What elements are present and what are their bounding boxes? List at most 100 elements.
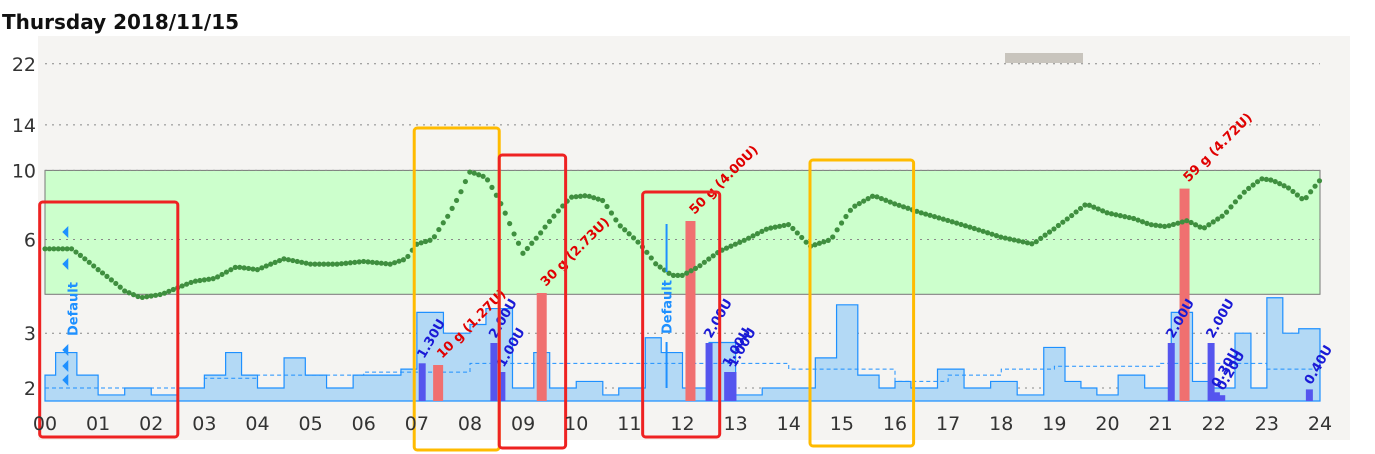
bolus-bar[interactable] bbox=[1305, 389, 1313, 401]
glucose-point bbox=[272, 259, 278, 265]
glucose-point bbox=[560, 203, 566, 209]
glucose-point bbox=[533, 235, 539, 241]
carb-bar[interactable] bbox=[536, 293, 547, 401]
glucose-point bbox=[1113, 212, 1119, 218]
glucose-point bbox=[984, 230, 991, 236]
glucose-point bbox=[51, 246, 57, 252]
glucose-point bbox=[347, 260, 353, 266]
glucose-point bbox=[254, 267, 261, 273]
glucose-point bbox=[484, 177, 491, 183]
glucose-point bbox=[1077, 205, 1084, 212]
glucose-point bbox=[635, 239, 641, 245]
glucose-point bbox=[201, 277, 207, 283]
glucose-point bbox=[577, 193, 584, 199]
glucose-point bbox=[927, 212, 933, 218]
glucose-point bbox=[520, 250, 526, 256]
glucose-point bbox=[1277, 181, 1283, 187]
glucose-point bbox=[883, 197, 889, 203]
glucose-point bbox=[126, 290, 132, 296]
glucose-point bbox=[117, 284, 123, 290]
carb-bar[interactable] bbox=[433, 365, 444, 401]
glucose-point bbox=[763, 226, 769, 232]
highlight-box bbox=[497, 153, 568, 450]
bolus-bar[interactable] bbox=[1218, 395, 1226, 401]
glucose-point bbox=[679, 272, 685, 278]
glucose-point bbox=[1219, 213, 1225, 219]
glucose-point bbox=[847, 207, 854, 213]
glucose-point bbox=[1100, 208, 1106, 214]
glucose-point bbox=[591, 195, 597, 201]
glucose-point bbox=[462, 178, 469, 185]
glucose-point bbox=[657, 264, 663, 270]
glucose-point bbox=[179, 283, 185, 289]
glucose-point bbox=[958, 221, 964, 228]
x-tick-label: 17 bbox=[936, 413, 960, 435]
glucose-point bbox=[821, 239, 827, 245]
bolus-bar[interactable] bbox=[418, 363, 426, 401]
glucose-point bbox=[1104, 210, 1110, 216]
glucose-point bbox=[1033, 239, 1039, 245]
glucose-point bbox=[316, 261, 322, 267]
glucose-point bbox=[493, 192, 499, 198]
bolus-bar[interactable] bbox=[729, 372, 737, 401]
glucose-point bbox=[144, 294, 150, 300]
glucose-point bbox=[471, 170, 477, 176]
glucose-point bbox=[338, 261, 345, 267]
glucose-point bbox=[648, 255, 654, 261]
scrollbar-handle[interactable] bbox=[1005, 53, 1083, 63]
profile-arrow-icon bbox=[62, 344, 69, 356]
glucose-point bbox=[73, 249, 79, 255]
glucose-point bbox=[1281, 183, 1287, 189]
x-tick-label: 21 bbox=[1149, 413, 1173, 435]
glucose-point bbox=[878, 195, 884, 202]
glucose-point bbox=[1263, 176, 1269, 183]
glucose-point bbox=[630, 235, 637, 241]
glucose-point bbox=[259, 265, 265, 271]
glucose-point bbox=[998, 234, 1004, 240]
glucose-point bbox=[99, 270, 106, 276]
glucose-point bbox=[440, 220, 446, 226]
glucose-point bbox=[515, 240, 522, 246]
glucose-point bbox=[130, 292, 137, 298]
profile-arrow-icon bbox=[62, 374, 69, 386]
glucose-point bbox=[945, 217, 951, 224]
glucose-point bbox=[77, 252, 84, 258]
glucose-point bbox=[170, 286, 176, 293]
glucose-point bbox=[573, 194, 579, 200]
bolus-bar[interactable] bbox=[724, 372, 732, 401]
glucose-point bbox=[1162, 223, 1168, 230]
glucose-point bbox=[1011, 237, 1017, 243]
glucose-point bbox=[396, 258, 402, 264]
bolus-bar[interactable] bbox=[490, 343, 498, 401]
glucose-point bbox=[1046, 229, 1053, 235]
glucose-point bbox=[1246, 185, 1252, 191]
x-tick-label: 18 bbox=[989, 413, 1013, 435]
glucose-point bbox=[940, 216, 946, 222]
glucose-point bbox=[361, 258, 367, 265]
glucose-point bbox=[108, 277, 114, 283]
glucose-point bbox=[538, 230, 544, 236]
glucose-point bbox=[737, 239, 743, 245]
bolus-bar[interactable] bbox=[1207, 343, 1215, 401]
glucose-point bbox=[68, 246, 75, 252]
bolus-bar[interactable] bbox=[498, 372, 506, 401]
bolus-bar[interactable] bbox=[705, 343, 713, 401]
glucose-point bbox=[1285, 185, 1292, 191]
glucose-point bbox=[276, 257, 283, 264]
carb-bar[interactable] bbox=[685, 221, 696, 401]
carb-bar[interactable] bbox=[1179, 188, 1190, 401]
profile-switch-label: Default bbox=[661, 280, 676, 334]
glucose-point bbox=[166, 288, 172, 294]
glucose-point bbox=[750, 233, 756, 239]
glucose-point bbox=[896, 202, 902, 208]
glucose-point bbox=[431, 234, 438, 240]
x-tick-label: 23 bbox=[1255, 413, 1279, 435]
glucose-point bbox=[153, 292, 159, 298]
glucose-point bbox=[1299, 196, 1305, 202]
glucose-point bbox=[723, 245, 730, 251]
bolus-bar[interactable] bbox=[1167, 343, 1175, 401]
bolus-bar[interactable] bbox=[1212, 392, 1220, 401]
glucose-point bbox=[670, 272, 676, 278]
glucose-point bbox=[936, 215, 942, 221]
x-tick-label: 13 bbox=[724, 413, 748, 435]
